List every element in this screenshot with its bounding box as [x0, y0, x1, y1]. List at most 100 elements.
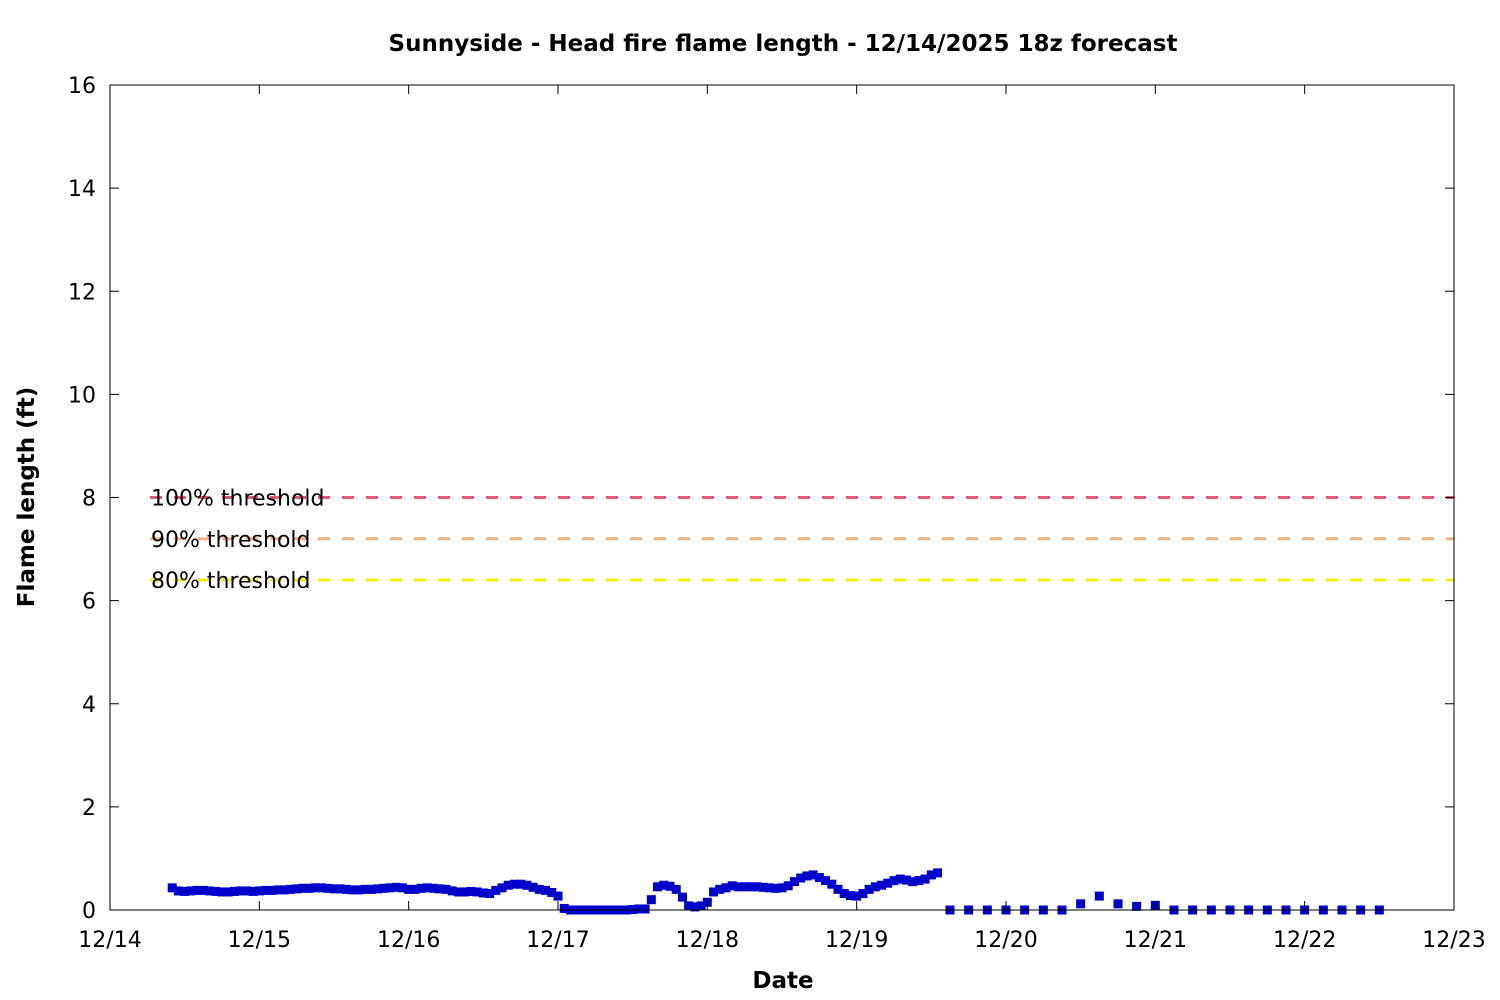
y-tick-label: 16	[68, 74, 96, 99]
data-point	[895, 874, 905, 884]
data-point	[261, 885, 271, 895]
data-point	[814, 873, 824, 883]
data-point	[1076, 899, 1086, 909]
legend-label-2: 80% threshold	[151, 569, 311, 594]
data-point	[248, 886, 258, 896]
data-point	[509, 879, 519, 889]
data-point	[926, 870, 936, 880]
data-point	[453, 887, 463, 897]
x-tick-label: 12/16	[377, 928, 440, 953]
data-point	[733, 882, 743, 892]
data-point	[534, 884, 544, 894]
y-tick-label: 4	[82, 693, 96, 718]
data-point	[864, 884, 874, 894]
data-point	[279, 885, 289, 895]
data-point	[379, 883, 389, 893]
data-point	[236, 886, 246, 896]
data-point	[777, 883, 787, 893]
x-axis-label: Date	[752, 968, 813, 994]
y-tick-label: 12	[68, 280, 96, 305]
data-point	[671, 884, 681, 894]
data-point	[341, 884, 351, 894]
data-point	[709, 887, 719, 897]
data-point	[385, 883, 395, 893]
data-point	[223, 887, 233, 897]
x-tick-label: 12/21	[1124, 928, 1187, 953]
data-point	[497, 883, 507, 893]
data-point	[771, 883, 781, 893]
data-point	[715, 884, 725, 894]
data-point	[217, 887, 227, 897]
data-point	[920, 874, 930, 884]
data-point	[541, 885, 551, 895]
data-point	[845, 891, 855, 901]
legend-label-1: 90% threshold	[151, 528, 311, 553]
data-point	[360, 884, 370, 894]
data-point	[335, 884, 345, 894]
data-point	[559, 903, 569, 913]
data-point	[298, 883, 308, 893]
y-axis-label: Flame length (ft)	[14, 387, 40, 607]
data-point	[889, 876, 899, 886]
data-point	[466, 886, 476, 896]
x-tick-label: 12/20	[974, 928, 1037, 953]
data-point	[547, 887, 557, 897]
data-point	[740, 882, 750, 892]
data-point	[914, 876, 924, 886]
data-point	[329, 884, 339, 894]
y-tick-label: 2	[82, 796, 96, 821]
data-point	[883, 878, 893, 888]
data-point	[839, 889, 849, 898]
x-tick-label: 12/15	[228, 928, 291, 953]
data-point	[441, 884, 451, 894]
data-point	[472, 887, 482, 897]
data-point	[410, 884, 420, 894]
data-point	[310, 883, 320, 893]
data-point	[870, 882, 880, 892]
data-point	[628, 904, 638, 914]
y-tick-label: 10	[68, 383, 96, 408]
data-point	[690, 902, 700, 912]
data-point	[397, 883, 407, 893]
data-point	[198, 885, 208, 895]
data-point	[391, 882, 401, 892]
data-point	[808, 870, 818, 880]
y-tick-label: 14	[68, 177, 96, 202]
data-point	[292, 884, 302, 894]
data-point	[765, 883, 775, 893]
data-point	[901, 875, 911, 885]
data-point	[211, 886, 221, 896]
data-point	[317, 883, 327, 893]
data-point	[727, 881, 737, 891]
data-point	[684, 901, 694, 911]
data-point	[634, 904, 644, 914]
data-point	[404, 884, 414, 894]
data-point	[485, 889, 495, 898]
x-tick-label: 12/22	[1273, 928, 1336, 953]
x-tick-label: 12/19	[825, 928, 888, 953]
data-point	[192, 885, 202, 895]
data-point	[696, 901, 706, 911]
x-tick-label: 12/23	[1422, 928, 1485, 953]
data-point	[373, 884, 383, 894]
data-point	[416, 883, 426, 893]
data-point	[1113, 899, 1123, 909]
data-point	[827, 879, 837, 889]
data-point	[746, 882, 756, 892]
data-point	[1132, 901, 1142, 911]
data-point	[653, 882, 663, 892]
data-point	[789, 877, 799, 887]
data-point	[478, 888, 488, 898]
data-point	[422, 883, 432, 893]
data-point	[229, 886, 239, 896]
data-point	[665, 881, 675, 891]
data-point	[858, 889, 868, 898]
data-point	[640, 904, 650, 914]
data-point	[460, 887, 470, 897]
x-tick-label: 12/18	[676, 928, 739, 953]
y-tick-label: 6	[82, 590, 96, 615]
data-point	[242, 886, 252, 896]
data-point	[677, 892, 687, 902]
data-point	[447, 886, 457, 896]
